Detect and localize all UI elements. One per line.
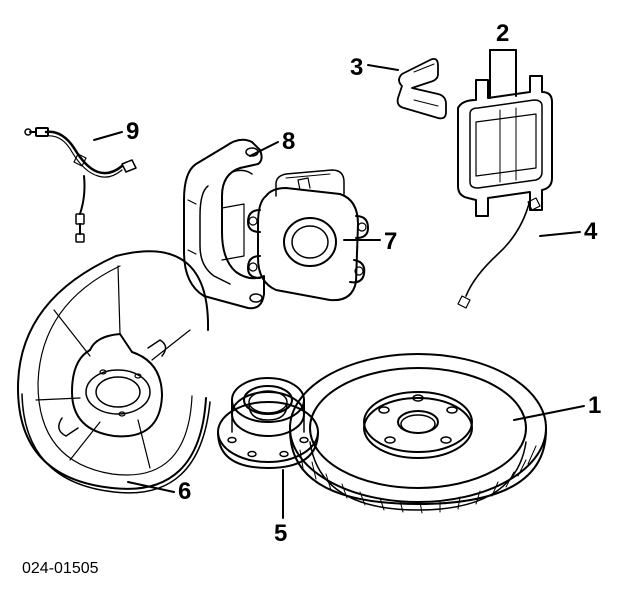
callout-5: 5 <box>274 520 287 548</box>
callout-1: 1 <box>588 392 601 420</box>
leader-lines <box>94 65 584 518</box>
part-spring-clip <box>398 59 446 119</box>
part-wear-sensor <box>458 198 540 308</box>
part-brake-pads <box>458 50 552 216</box>
callout-3: 3 <box>350 54 363 82</box>
part-brake-hose <box>25 128 136 242</box>
callout-6: 6 <box>178 478 191 506</box>
diagram-container: 1 2 3 4 5 6 7 8 9 024-01505 <box>0 0 632 600</box>
part-caliper-bracket <box>184 140 264 308</box>
callout-7: 7 <box>384 228 397 256</box>
part-brake-caliper <box>248 170 368 300</box>
callout-9: 9 <box>126 118 139 146</box>
diagram-reference-number: 024-01505 <box>22 560 99 578</box>
part-brake-rotor <box>290 354 546 513</box>
part-dust-shield <box>18 251 210 493</box>
parts-illustration <box>0 0 632 600</box>
part-wheel-hub <box>218 378 318 468</box>
callout-8: 8 <box>282 128 295 156</box>
callout-2: 2 <box>496 20 509 48</box>
callout-4: 4 <box>584 218 597 246</box>
